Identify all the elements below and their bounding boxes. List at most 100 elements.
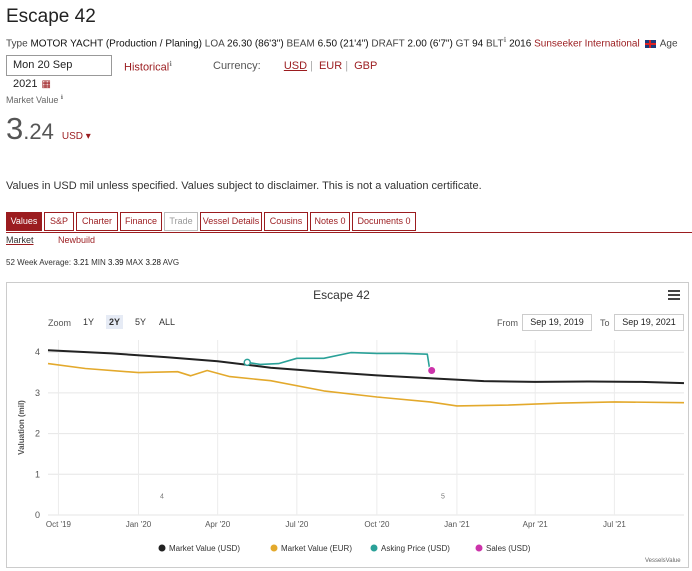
y-tick-label: 1 — [35, 469, 40, 479]
gt-value: 94 — [472, 38, 484, 50]
currency-label: Currency: — [213, 60, 261, 72]
sales-point — [427, 366, 437, 376]
info-icon: ℹ — [169, 61, 172, 68]
event-marker-label: 4 — [160, 494, 164, 501]
chart-container — [6, 282, 689, 568]
x-tick-label: Jan '21 — [444, 520, 470, 529]
legend-swatch — [370, 544, 378, 552]
vessel-specs: Type MOTOR YACHT (Production / Planing) … — [6, 36, 678, 49]
zoom-label: Zoom — [48, 318, 72, 328]
subtab-market[interactable]: Market — [6, 235, 34, 245]
builder-link[interactable]: Sunseeker International — [534, 38, 640, 50]
tab-values[interactable]: Values — [6, 212, 42, 231]
tab-bar: Values S&P Charter Finance Trade Vessel … — [6, 212, 692, 233]
legend-label: Market Value (USD) — [169, 544, 240, 553]
age-label: Age — [659, 38, 678, 50]
y-tick-label: 4 — [35, 347, 40, 357]
tab-cousins[interactable]: Cousins — [264, 212, 308, 231]
week-avg-label: AVG — [162, 258, 180, 267]
week-avg-value: 3.28 — [145, 258, 162, 267]
x-tick-label: Apr '21 — [523, 520, 549, 529]
zoom-1y-button[interactable]: 1Y — [83, 317, 95, 327]
loa-value: 26.30 (86'3") — [227, 38, 284, 50]
x-tick-label: Oct '20 — [364, 520, 390, 529]
market-value-unit-dropdown[interactable]: USD ▾ — [61, 131, 91, 142]
currency-gbp[interactable]: GBP — [354, 60, 378, 72]
type-label: Type — [6, 38, 28, 50]
x-tick-label: Jul '21 — [603, 520, 626, 529]
historical-label: Historical — [124, 61, 170, 74]
y-tick-label: 3 — [35, 388, 40, 398]
from-label: From — [497, 318, 518, 328]
info-icon[interactable]: ℹ — [503, 37, 507, 44]
market-value-dec: .24 — [23, 119, 54, 144]
legend-swatch — [270, 544, 278, 552]
currency-eur[interactable]: EUR — [318, 60, 343, 72]
legend-swatch — [158, 544, 166, 552]
legend-label: Sales (USD) — [486, 544, 531, 553]
tab-charter[interactable]: Charter — [76, 212, 118, 231]
tab-finance[interactable]: Finance — [120, 212, 162, 231]
currency-usd[interactable]: USD — [283, 60, 308, 72]
chart-title: Escape 42 — [313, 288, 370, 302]
legend-label: Asking Price (USD) — [381, 544, 450, 553]
draft-value: 2.00 (6'7") — [407, 38, 453, 50]
type-value: MOTOR YACHT (Production / Planing) — [30, 38, 203, 50]
week-prefix: 52 Week Average: — [6, 258, 72, 267]
tab-sp[interactable]: S&P — [44, 212, 74, 231]
legend-swatch — [475, 544, 483, 552]
beam-label: BEAM — [286, 38, 315, 50]
to-date-input[interactable]: Sep 19, 2021 — [614, 314, 684, 331]
blt-label: BLT — [486, 38, 504, 50]
market-value: 3.24 USD ▾ — [6, 111, 91, 147]
zoom-5y-button[interactable]: 5Y — [135, 317, 147, 327]
gt-label: GT — [455, 38, 470, 50]
legend-label: Market Value (EUR) — [281, 544, 352, 553]
market-value-label: Market Value ℹ — [6, 94, 63, 105]
asking-price-start-point — [243, 358, 251, 367]
y-tick-label: 0 — [35, 510, 40, 520]
x-tick-label: Jan '20 — [126, 520, 152, 529]
week-max-value: 3.39 — [108, 258, 124, 267]
tab-documents[interactable]: Documents 0 — [352, 212, 416, 231]
to-label: To — [600, 318, 610, 328]
hamburger-menu-icon[interactable] — [668, 290, 680, 300]
calendar-icon: ▦ — [41, 79, 51, 90]
blt-value: 2016 — [509, 38, 532, 50]
zoom-all-button[interactable]: ALL — [159, 317, 176, 327]
y-axis-title: Valuation (mil) — [17, 400, 26, 455]
vessel-title: Escape 42 — [6, 6, 96, 27]
y-tick-label: 2 — [35, 429, 40, 439]
disclaimer-text: Values in USD mil unless specified. Valu… — [6, 180, 482, 192]
week-min-value: 3.21 — [73, 258, 89, 267]
series-line-1 — [47, 349, 685, 385]
loa-label: LOA — [204, 38, 225, 50]
uk-flag-icon — [644, 39, 656, 48]
x-tick-label: Oct '19 — [46, 520, 72, 529]
market-value-int: 3 — [6, 111, 24, 146]
draft-label: DRAFT — [371, 38, 405, 50]
x-tick-label: Apr '20 — [205, 520, 231, 529]
info-icon[interactable]: ℹ — [60, 95, 64, 101]
chart-credit: VesselsValue — [645, 558, 681, 564]
from-date-input[interactable]: Sep 19, 2019 — [522, 314, 592, 331]
week-average-stats: 52 Week Average: 3.21 MIN 3.39 MAX 3.28 … — [6, 258, 179, 267]
beam-value: 6.50 (21'4") — [317, 38, 369, 50]
series-line-2 — [47, 362, 685, 407]
tab-notes[interactable]: Notes 0 — [310, 212, 350, 231]
series-line-3 — [247, 351, 431, 371]
x-tick-label: Jul '20 — [285, 520, 308, 529]
currency-selector: Currency: USD | EUR | GBP — [213, 60, 378, 72]
date-picker[interactable]: Mon 20 Sep 2021 ▦ — [6, 55, 112, 90]
event-marker-label: 5 — [441, 494, 445, 501]
market-value-label-text: Market Value — [6, 95, 59, 105]
week-max-label: MAX — [125, 258, 144, 267]
date-value: Mon 20 Sep 2021 — [13, 59, 73, 90]
zoom-2y-button[interactable]: 2Y — [106, 315, 124, 329]
historical-link[interactable]: Historicalℹ — [124, 60, 172, 74]
tab-trade[interactable]: Trade — [164, 212, 198, 231]
tab-vessel-details[interactable]: Vessel Details — [200, 212, 262, 231]
week-min-label: MIN — [91, 258, 106, 267]
subtab-newbuild[interactable]: Newbuild — [58, 235, 96, 245]
